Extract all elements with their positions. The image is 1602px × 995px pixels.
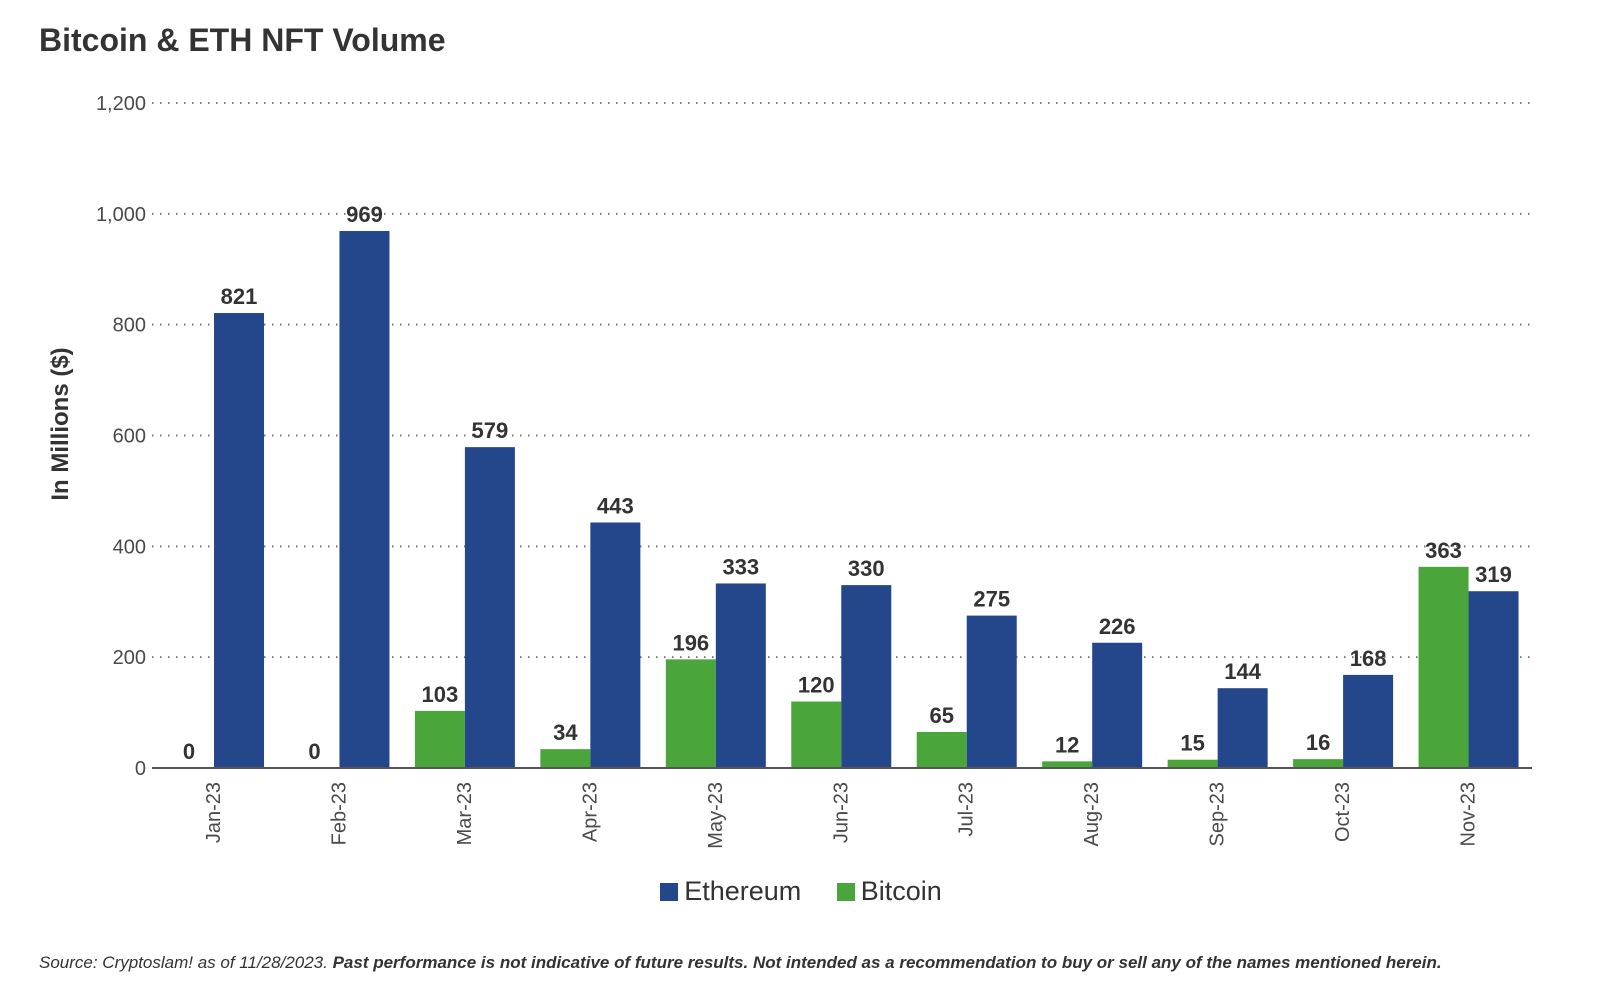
y-tick-label: 800 [113, 315, 146, 337]
bar-bitcoin-jun-23 [791, 701, 842, 768]
y-tick-label: 400 [113, 536, 146, 558]
bar-bitcoin-sep-23 [1167, 759, 1218, 768]
data-label-ethereum: 579 [472, 418, 509, 443]
ethereum-swatch [660, 882, 679, 901]
x-tick-label: Aug-23 [1081, 782, 1103, 847]
data-label-bitcoin: 120 [798, 673, 835, 698]
data-label-bitcoin: 0 [183, 739, 195, 764]
x-axis-categories: Jan-23 Feb-23 Mar-23 Apr-23 May-23 Jun-23 Jul-… [203, 782, 1480, 849]
y-tick-label: 200 [113, 647, 146, 669]
data-label-bitcoin: 15 [1180, 731, 1204, 756]
data-label-ethereum: 443 [597, 494, 634, 519]
source-prefix: Source: Cryptoslam! as of 11/28/2023. [39, 953, 328, 972]
x-tick-label: Jun-23 [830, 782, 852, 843]
bar-bitcoin-may-23 [665, 659, 716, 768]
x-tick-label: Jul-23 [956, 782, 978, 836]
data-label-bitcoin: 65 [929, 703, 953, 728]
y-tick-label: 1,200 [96, 93, 146, 115]
bar-ethereum-nov-23 [1468, 591, 1519, 768]
data-label-ethereum: 333 [722, 554, 759, 579]
bar-ethereum-jan-23 [214, 313, 264, 768]
data-label-ethereum: 168 [1350, 646, 1387, 671]
bar-bitcoin-aug-23 [1042, 761, 1093, 768]
legend-ethereum-label: Ethereum [684, 876, 802, 906]
legend: Ethereum Bitcoin [0, 876, 1602, 908]
data-labels: 0 821 0 969 103 579 34 443 196 333 120 330 65 275 12 22… [183, 202, 1512, 764]
data-label-bitcoin: 103 [422, 682, 459, 707]
bar-ethereum-oct-23 [1343, 674, 1394, 768]
data-label-ethereum: 275 [973, 587, 1010, 612]
legend-item-bitcoin: Bitcoin [836, 876, 942, 907]
bar-bitcoin-apr-23 [540, 749, 591, 768]
y-tick-label: 0 [135, 758, 146, 780]
bar-bitcoin-oct-23 [1293, 759, 1344, 768]
data-label-bitcoin: 12 [1055, 732, 1079, 757]
chart-title: Bitcoin & ETH NFT Volume [39, 22, 446, 58]
source-note: Source: Cryptoslam! as of 11/28/2023. Pa… [39, 953, 1442, 973]
data-label-bitcoin: 363 [1425, 538, 1462, 563]
bar-ethereum-sep-23 [1217, 688, 1268, 768]
data-label-ethereum: 330 [848, 556, 885, 581]
data-label-ethereum: 319 [1475, 562, 1512, 587]
data-label-ethereum: 226 [1099, 614, 1136, 639]
source-disclaimer: Past performance is not indicative of fu… [332, 953, 1442, 972]
bar-ethereum-jun-23 [841, 585, 892, 768]
data-label-ethereum: 969 [346, 202, 383, 227]
bar-bitcoin-mar-23 [414, 710, 465, 768]
x-tick-label: May-23 [705, 782, 727, 849]
bar-ethereum-mar-23 [464, 447, 515, 768]
y-axis-label: In Millions ($) [47, 347, 74, 500]
bar-ethereum-feb-23 [339, 231, 390, 768]
x-tick-label: Apr-23 [579, 782, 601, 842]
y-axis-ticks: 0 200 400 600 800 1,000 1,200 [96, 93, 146, 780]
data-label-bitcoin: 0 [308, 739, 320, 764]
data-label-bitcoin: 16 [1306, 730, 1330, 755]
legend-item-ethereum: Ethereum [660, 876, 801, 907]
data-label-bitcoin: 34 [553, 720, 578, 745]
bar-ethereum-jul-23 [966, 615, 1017, 768]
bar-bitcoin-nov-23 [1418, 566, 1469, 768]
bar-bitcoin-jul-23 [916, 731, 967, 768]
bitcoin-swatch [836, 882, 855, 901]
data-label-bitcoin: 196 [672, 630, 709, 655]
x-tick-label: Mar-23 [454, 782, 476, 845]
data-label-ethereum: 144 [1224, 659, 1261, 684]
legend-bitcoin-label: Bitcoin [860, 876, 942, 906]
y-tick-label: 1,000 [96, 204, 146, 226]
bars [214, 231, 1519, 768]
y-tick-label: 600 [113, 426, 146, 448]
x-tick-label: Sep-23 [1207, 782, 1229, 847]
bar-ethereum-apr-23 [590, 522, 641, 768]
bar-ethereum-aug-23 [1092, 642, 1143, 768]
bar-ethereum-may-23 [715, 583, 766, 768]
data-label-ethereum: 821 [221, 284, 258, 309]
x-tick-label: Oct-23 [1332, 782, 1354, 842]
x-tick-label: Nov-23 [1458, 782, 1480, 846]
x-tick-label: Jan-23 [203, 782, 225, 843]
x-tick-label: Feb-23 [328, 782, 350, 845]
